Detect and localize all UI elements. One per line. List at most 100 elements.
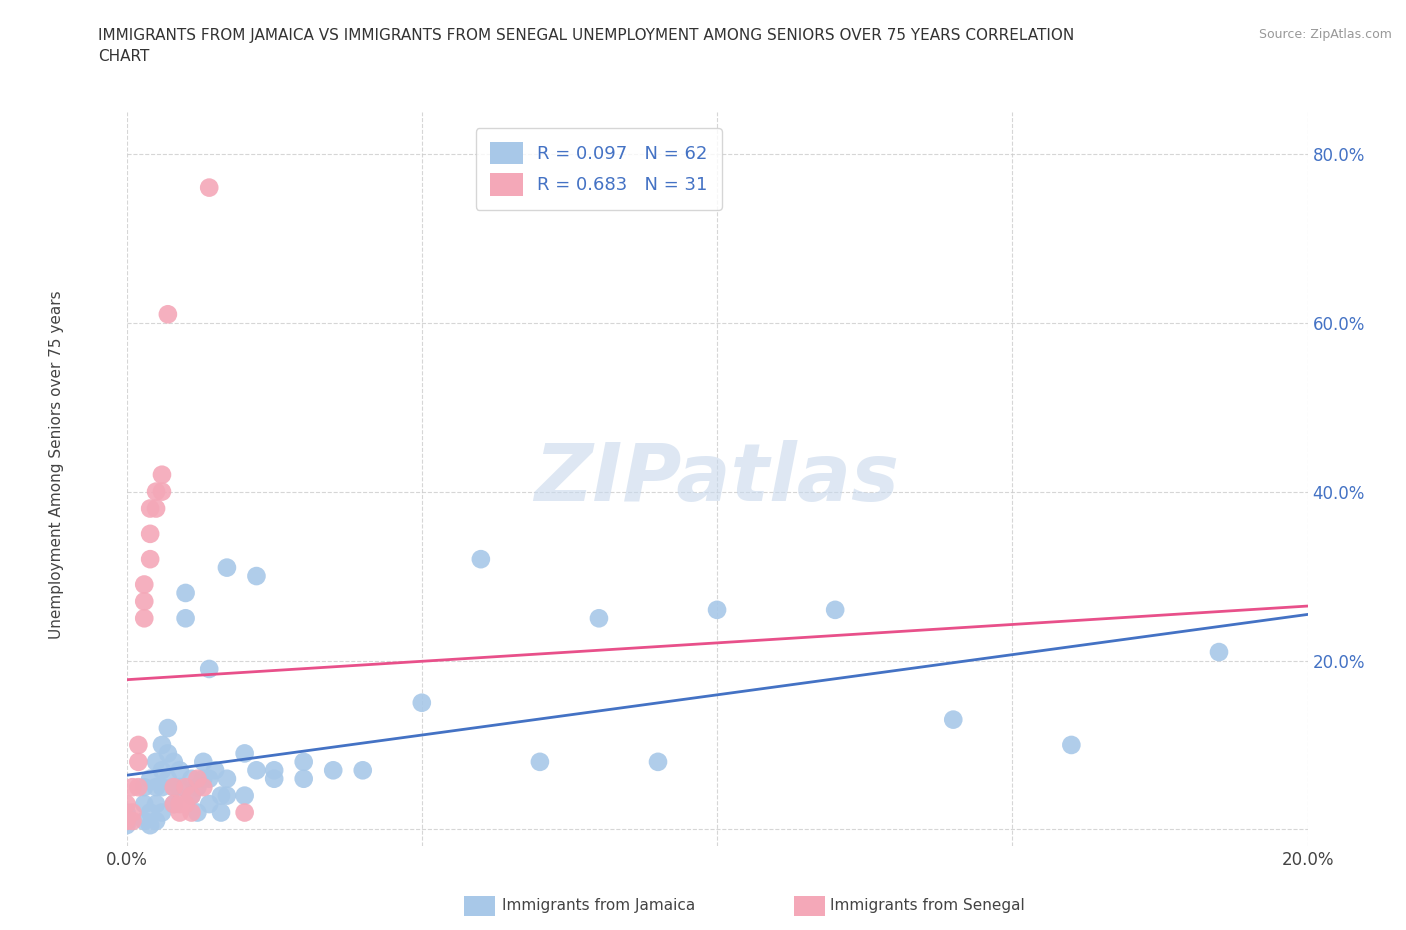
- Point: [134, 611, 156, 626]
- Point: [134, 578, 156, 592]
- Point: [145, 485, 167, 499]
- Point: [263, 771, 285, 786]
- Point: [163, 779, 186, 794]
- Point: [233, 746, 256, 761]
- Point: [115, 805, 138, 820]
- Point: [156, 746, 179, 761]
- Point: [163, 797, 186, 812]
- Point: [134, 779, 156, 794]
- Point: [150, 485, 173, 499]
- Point: [150, 779, 173, 794]
- Point: [174, 611, 197, 626]
- Point: [174, 586, 197, 601]
- Point: [134, 797, 156, 812]
- Point: [156, 771, 179, 786]
- Point: [198, 661, 221, 676]
- Point: [150, 805, 173, 820]
- Point: [193, 754, 215, 769]
- Point: [127, 737, 149, 752]
- Point: [127, 754, 149, 769]
- Point: [115, 797, 138, 812]
- Text: Immigrants from Senegal: Immigrants from Senegal: [830, 898, 1025, 913]
- Point: [198, 797, 221, 812]
- Point: [180, 805, 202, 820]
- Point: [529, 754, 551, 769]
- Point: [198, 180, 221, 195]
- Point: [115, 814, 138, 829]
- Point: [292, 754, 315, 769]
- Point: [215, 789, 238, 804]
- Point: [139, 526, 162, 541]
- Point: [180, 789, 202, 804]
- Point: [115, 817, 138, 832]
- Point: [209, 805, 232, 820]
- Point: [134, 594, 156, 609]
- Point: [245, 568, 267, 583]
- Point: [186, 779, 208, 794]
- Point: [411, 696, 433, 711]
- Point: [121, 805, 143, 820]
- Point: [145, 814, 167, 829]
- Point: [150, 737, 173, 752]
- Text: Immigrants from Jamaica: Immigrants from Jamaica: [502, 898, 695, 913]
- Point: [169, 763, 191, 777]
- Text: Source: ZipAtlas.com: Source: ZipAtlas.com: [1258, 28, 1392, 41]
- Point: [180, 789, 202, 804]
- Point: [233, 789, 256, 804]
- Point: [824, 603, 846, 618]
- Point: [139, 501, 162, 516]
- Point: [215, 771, 238, 786]
- Point: [263, 763, 285, 777]
- Point: [145, 779, 167, 794]
- Point: [193, 771, 215, 786]
- Point: [115, 814, 138, 829]
- Point: [150, 763, 173, 777]
- Point: [169, 779, 191, 794]
- Point: [245, 763, 267, 777]
- Point: [134, 814, 156, 829]
- Text: IMMIGRANTS FROM JAMAICA VS IMMIGRANTS FROM SENEGAL UNEMPLOYMENT AMONG SENIORS OV: IMMIGRANTS FROM JAMAICA VS IMMIGRANTS FR…: [98, 28, 1074, 64]
- Point: [942, 712, 965, 727]
- Point: [150, 467, 173, 482]
- Point: [139, 771, 162, 786]
- Point: [233, 805, 256, 820]
- Point: [163, 779, 186, 794]
- Point: [174, 779, 197, 794]
- Point: [121, 814, 143, 829]
- Point: [322, 763, 344, 777]
- Text: ZIPatlas: ZIPatlas: [534, 440, 900, 518]
- Point: [145, 754, 167, 769]
- Point: [169, 805, 191, 820]
- Point: [156, 307, 179, 322]
- Point: [169, 797, 191, 812]
- Point: [139, 817, 162, 832]
- Point: [163, 754, 186, 769]
- Point: [352, 763, 374, 777]
- Point: [121, 779, 143, 794]
- Point: [145, 501, 167, 516]
- Point: [180, 771, 202, 786]
- Point: [186, 771, 208, 786]
- Point: [145, 797, 167, 812]
- Point: [139, 551, 162, 566]
- Point: [186, 805, 208, 820]
- Point: [1208, 644, 1230, 659]
- Point: [198, 771, 221, 786]
- Legend: R = 0.097   N = 62, R = 0.683   N = 31: R = 0.097 N = 62, R = 0.683 N = 31: [475, 128, 723, 210]
- Point: [174, 797, 197, 812]
- Point: [139, 805, 162, 820]
- Point: [209, 789, 232, 804]
- Point: [470, 551, 492, 566]
- Point: [127, 779, 149, 794]
- Point: [647, 754, 669, 769]
- Point: [215, 560, 238, 575]
- Point: [163, 797, 186, 812]
- Point: [193, 779, 215, 794]
- Text: Unemployment Among Seniors over 75 years: Unemployment Among Seniors over 75 years: [49, 291, 63, 639]
- Point: [1060, 737, 1083, 752]
- Point: [292, 771, 315, 786]
- Point: [156, 721, 179, 736]
- Point: [204, 763, 226, 777]
- Point: [706, 603, 728, 618]
- Point: [588, 611, 610, 626]
